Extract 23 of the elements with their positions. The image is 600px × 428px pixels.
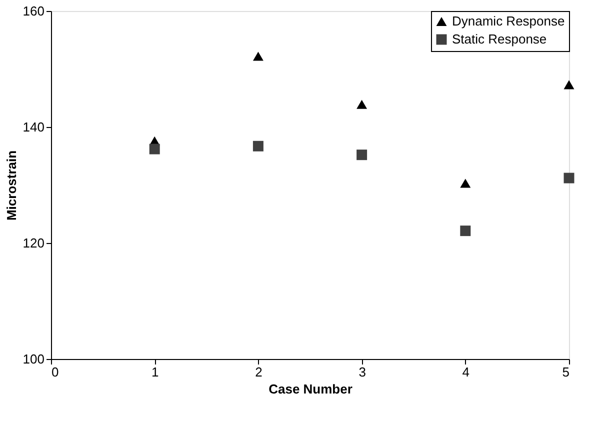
point <box>356 150 368 160</box>
point <box>252 140 264 152</box>
point <box>564 172 574 184</box>
x-tick-label: 1 <box>151 364 159 380</box>
x-tick-label: 4 <box>462 364 470 380</box>
point <box>564 80 574 90</box>
point <box>149 144 160 154</box>
x-axis-title: Case Number <box>268 382 352 396</box>
y-axis-title: Microstrain <box>4 150 19 221</box>
legend-label: Dynamic Response <box>452 14 565 28</box>
y-tick-label: 160 <box>22 4 44 18</box>
legend-label: Static Response <box>452 32 547 46</box>
x-tick-label: 0 <box>52 364 59 380</box>
y-tick-label: 120 <box>22 236 44 250</box>
point <box>460 178 471 188</box>
y-tick-label: 100 <box>22 352 44 366</box>
y-tick-label: 140 <box>22 120 44 134</box>
point <box>252 52 264 61</box>
x-tick-label: 5 <box>562 364 570 380</box>
point <box>356 100 368 109</box>
x-tick-label: 2 <box>255 364 262 380</box>
point <box>460 226 471 236</box>
x-tick-label: 3 <box>358 364 366 380</box>
